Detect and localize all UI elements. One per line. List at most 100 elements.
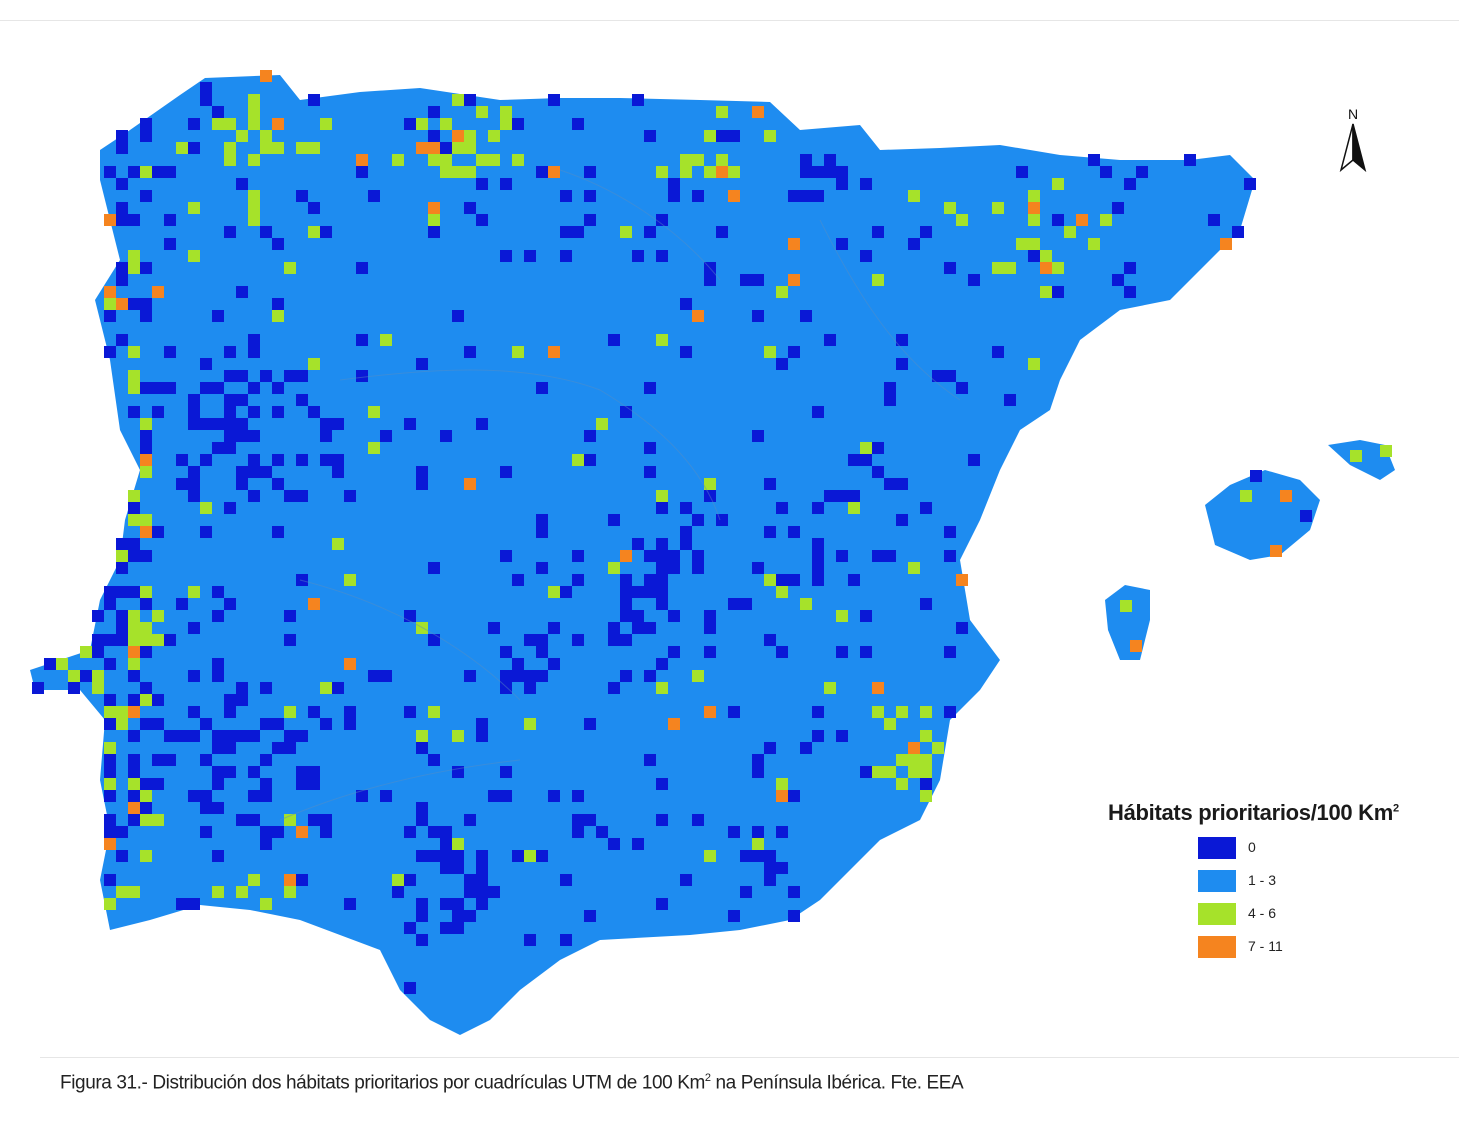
grid-cell — [836, 178, 848, 190]
caption-sup: 2 — [704, 1072, 711, 1084]
grid-cell — [116, 262, 128, 274]
grid-cell — [128, 610, 140, 622]
grid-cell — [284, 874, 296, 886]
grid-cell — [608, 334, 620, 346]
grid-cell — [128, 886, 140, 898]
grid-cell — [428, 706, 440, 718]
grid-cell — [176, 730, 188, 742]
grid-cell — [440, 898, 452, 910]
grid-cell — [116, 850, 128, 862]
grid-cell — [128, 706, 140, 718]
grid-cell — [656, 250, 668, 262]
grid-cell — [644, 754, 656, 766]
grid-cell — [524, 634, 536, 646]
grid-cell — [812, 562, 824, 574]
grid-cell — [296, 454, 308, 466]
grid-cell — [32, 682, 44, 694]
grid-cell — [632, 622, 644, 634]
grid-cell — [812, 550, 824, 562]
grid-cell — [920, 706, 932, 718]
grid-cell — [128, 646, 140, 658]
grid-cell — [224, 742, 236, 754]
grid-cell — [392, 154, 404, 166]
grid-cell — [416, 934, 428, 946]
grid-cell — [464, 94, 476, 106]
grid-cell — [104, 586, 116, 598]
grid-cell — [212, 850, 224, 862]
grid-cell — [704, 478, 716, 490]
grid-cell — [548, 94, 560, 106]
grid-cell — [308, 202, 320, 214]
grid-cell — [380, 430, 392, 442]
grid-cell — [1380, 445, 1392, 457]
grid-cell — [140, 526, 152, 538]
grid-cell — [908, 742, 920, 754]
grid-cell — [104, 694, 116, 706]
grid-cell — [836, 166, 848, 178]
grid-cell — [524, 670, 536, 682]
grid-cell — [656, 778, 668, 790]
grid-cell — [212, 670, 224, 682]
grid-cell — [200, 754, 212, 766]
grid-cell — [536, 646, 548, 658]
grid-cell — [236, 178, 248, 190]
grid-cell — [704, 646, 716, 658]
grid-cell — [404, 874, 416, 886]
grid-cell — [128, 754, 140, 766]
grid-cell — [236, 682, 248, 694]
grid-cell — [464, 130, 476, 142]
grid-cell — [656, 658, 668, 670]
grid-cell — [656, 550, 668, 562]
grid-cell — [428, 826, 440, 838]
grid-cell — [104, 742, 116, 754]
grid-cell — [308, 706, 320, 718]
grid-cell — [476, 874, 488, 886]
grid-cell — [224, 430, 236, 442]
grid-cell — [200, 718, 212, 730]
grid-cell — [404, 982, 416, 994]
grid-cell — [644, 442, 656, 454]
grid-cell — [188, 730, 200, 742]
grid-cell — [476, 154, 488, 166]
grid-cell — [584, 718, 596, 730]
grid-cell — [188, 418, 200, 430]
grid-cell — [884, 382, 896, 394]
grid-cell — [260, 130, 272, 142]
grid-cell — [236, 478, 248, 490]
grid-cell — [128, 490, 140, 502]
grid-cell — [776, 574, 788, 586]
grid-cell — [320, 826, 332, 838]
grid-cell — [680, 538, 692, 550]
grid-cell — [104, 286, 116, 298]
grid-cell — [128, 622, 140, 634]
grid-cell — [872, 682, 884, 694]
grid-cell — [152, 406, 164, 418]
grid-cell — [416, 898, 428, 910]
grid-cell — [1136, 166, 1148, 178]
grid-cell — [296, 142, 308, 154]
grid-cell — [872, 766, 884, 778]
grid-cell — [248, 154, 260, 166]
grid-cell — [260, 718, 272, 730]
grid-cell — [872, 226, 884, 238]
grid-cell — [416, 466, 428, 478]
grid-cell — [896, 706, 908, 718]
grid-cell — [584, 190, 596, 202]
grid-cell — [440, 154, 452, 166]
grid-cell — [104, 706, 116, 718]
grid-cell — [440, 118, 452, 130]
grid-cell — [548, 166, 560, 178]
grid-cell — [356, 790, 368, 802]
grid-cell — [644, 550, 656, 562]
grid-cell — [800, 310, 812, 322]
grid-cell — [692, 514, 704, 526]
grid-cell — [128, 790, 140, 802]
grid-cell — [1244, 178, 1256, 190]
grid-cell — [944, 550, 956, 562]
grid-cell — [212, 106, 224, 118]
grid-cell — [488, 790, 500, 802]
grid-cell — [188, 790, 200, 802]
grid-cell — [152, 526, 164, 538]
grid-cell — [140, 466, 152, 478]
